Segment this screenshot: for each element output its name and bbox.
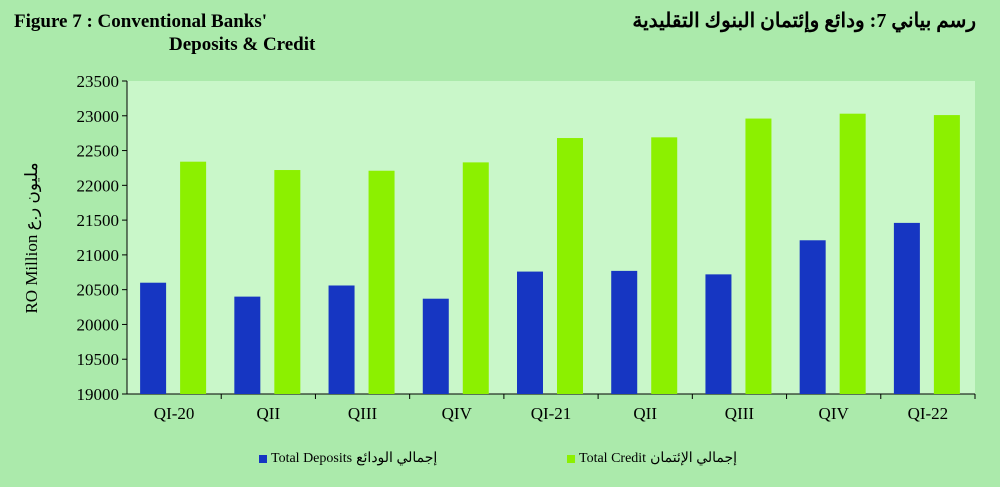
deposit-bar [140,282,167,394]
title-line-1: Figure 7 : Conventional Banks' [14,11,268,32]
y-tick-label: 23500 [77,72,120,91]
chart-title-ar: رسم بياني 7: ودائع وإئتمان البنوك التقلي… [632,10,976,32]
x-tick-label: QIII [725,404,755,423]
deposit-bar [422,298,449,394]
x-tick-label: QIII [348,404,378,423]
deposit-bar [799,240,826,394]
y-tick-label: 19000 [77,385,120,404]
credit-bar [368,170,395,394]
credit-bar [745,118,772,394]
deposit-bar [517,271,543,394]
y-axis-label: RO Million مليون ر.ع [22,162,42,313]
deposit-bar [705,274,732,394]
legend-swatch-deposits [259,454,267,463]
x-tick-label: QIV [819,404,850,423]
plot-area [127,81,975,394]
credit-bar [651,137,678,394]
legend-label: Total Deposits [271,450,353,466]
credit-bar [274,170,301,394]
legend-item-deposits: Total Deposits إجمالي الودائع [259,450,437,467]
y-tick-label: 23000 [77,107,120,126]
legend-swatch-credit [567,454,575,463]
deposit-bar [328,285,355,394]
credit-bar [933,115,960,395]
deposit-bar [611,270,638,394]
x-tick-label: QIV [442,404,473,423]
y-tick-label: 21000 [77,246,120,265]
y-tick-label: 20000 [77,315,120,334]
x-tick-label: QI-21 [531,404,572,423]
y-tick-label: 20500 [77,281,120,300]
title-line-2: Deposits & Credit [169,34,316,55]
legend-label: Total Credit [579,450,647,466]
y-tick-label: 21500 [77,211,120,230]
y-tick-label: 19500 [77,350,120,369]
chart-title-en: Figure 7 : Conventional Banks' Deposits … [14,10,315,56]
x-tick-label: QII [633,404,657,423]
x-tick-label: QI-20 [154,404,195,423]
deposit-bar [893,222,920,394]
legend-item-credit: Total Credit إجمالي الإئتمان [567,450,737,467]
legend-label-ar: إجمالي الودائع [356,451,438,466]
credit-bar [180,161,207,394]
credit-bar [557,138,583,394]
credit-bar [462,162,489,394]
y-tick-label: 22500 [77,142,120,161]
credit-bar [839,113,866,395]
legend-label-ar: إجمالي الإئتمان [650,451,738,466]
deposit-bar [234,296,261,394]
x-tick-label: QII [257,404,281,423]
y-tick-label: 22000 [77,176,120,195]
x-tick-label: QI-22 [908,404,949,423]
